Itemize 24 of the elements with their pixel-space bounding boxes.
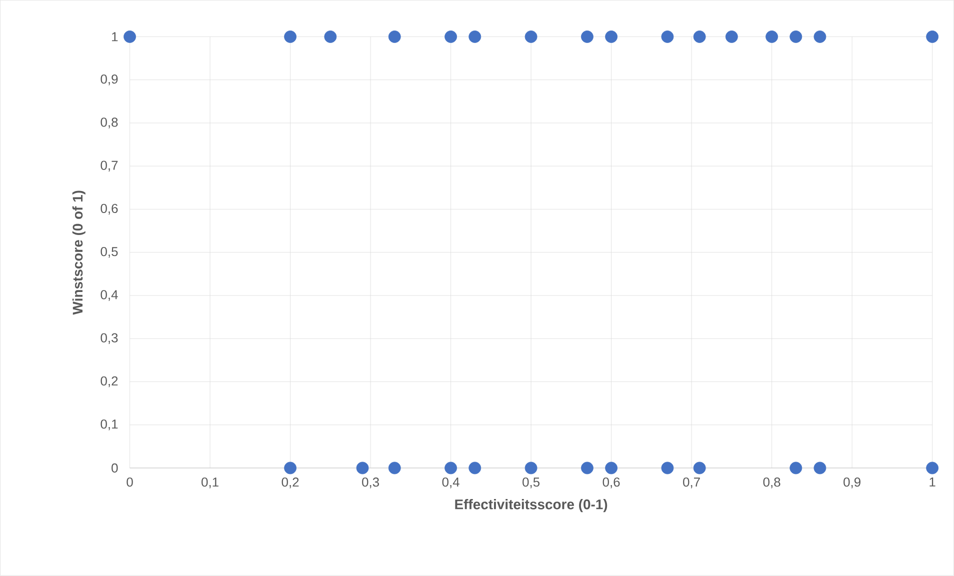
x-tick-label: 0,1	[202, 478, 218, 488]
y-tick-label: 0,5	[100, 247, 118, 258]
x-tick-label: 0	[126, 478, 133, 487]
y-tick-label: 0,1	[100, 420, 118, 430]
y-tick-label: 1	[112, 32, 118, 42]
y-tick-label: 0,4	[100, 290, 118, 301]
x-tick-label: 0,7	[683, 478, 700, 488]
x-tick-label: 0,9	[844, 478, 860, 488]
y-tick-label: 0,9	[100, 74, 118, 86]
x-tick-label: 0,2	[282, 478, 299, 488]
x-tick-label: 1	[930, 478, 936, 487]
y-tick-label: 0,3	[100, 333, 118, 344]
x-tick-label: 0,8	[763, 478, 780, 488]
y-tick-label: 0,2	[100, 376, 118, 388]
y-tick-label: 0,7	[100, 160, 118, 172]
x-tick-label: 0,5	[522, 478, 540, 488]
y-axis-title: Winstscore (0 of 1)	[72, 190, 86, 315]
x-tick-label: 0,4	[442, 478, 460, 488]
y-tick-label: 0,8	[100, 118, 118, 128]
y-tick-label: 0	[112, 464, 118, 473]
x-axis-title: Effectiviteitsscore (0-1)	[455, 499, 608, 512]
y-tick-label: 0,6	[100, 204, 118, 215]
x-tick-label: 0,6	[602, 478, 620, 488]
x-tick-label: 0,3	[362, 478, 379, 488]
